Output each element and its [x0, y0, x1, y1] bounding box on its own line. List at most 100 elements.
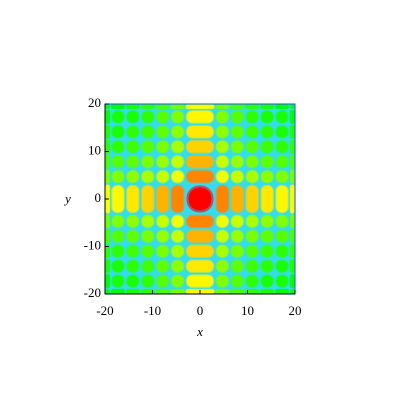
heat-cell — [141, 140, 155, 154]
heat-cell — [230, 229, 245, 244]
heat-cell — [245, 259, 259, 273]
heat-cell — [126, 244, 140, 258]
heat-cell — [155, 104, 170, 110]
heat-cell — [126, 259, 140, 273]
heat-cell — [170, 125, 185, 139]
heat-cell — [170, 184, 185, 214]
heat-cell — [275, 274, 289, 288]
heat-cell — [275, 140, 289, 154]
heat-cell — [289, 244, 295, 259]
y-tick-label: 0 — [95, 190, 102, 205]
heat-cell — [230, 140, 245, 154]
heat-cell — [230, 244, 245, 258]
heat-cell — [289, 273, 295, 289]
heat-cell — [275, 154, 289, 169]
heat-cell — [185, 214, 215, 229]
heat-cell — [170, 169, 185, 184]
heat-cell — [105, 139, 111, 154]
heat-cell — [275, 214, 289, 229]
heat-cell — [126, 125, 140, 139]
heat-cell — [260, 274, 274, 288]
x-tick-label: 20 — [289, 303, 302, 318]
heat-cell — [230, 214, 245, 229]
heat-cell — [289, 109, 295, 125]
heat-cell — [105, 154, 111, 169]
heat-cell — [110, 104, 126, 110]
heat-cell — [111, 110, 125, 124]
heat-cell — [185, 104, 215, 110]
heat-cell — [230, 259, 245, 273]
heat-cell — [289, 288, 295, 294]
heat-cell — [141, 125, 155, 139]
heat-cell — [126, 214, 140, 229]
y-tick-label: -20 — [84, 285, 101, 300]
heat-cell — [245, 104, 260, 110]
heat-cell — [245, 214, 259, 229]
heat-cell — [111, 140, 125, 154]
heat-cell — [259, 288, 275, 294]
heat-cell — [111, 259, 125, 273]
heat-cell — [141, 259, 155, 273]
heat-cell — [141, 169, 155, 184]
y-tick-label: -10 — [84, 237, 101, 252]
heat-cell — [170, 140, 185, 154]
heat-cell — [275, 125, 289, 139]
heat-cell — [105, 169, 111, 184]
x-axis-label: x — [196, 324, 203, 339]
heat-cell — [289, 229, 295, 244]
heat-cell — [170, 288, 185, 294]
heat-cell — [126, 274, 140, 288]
heat-cell — [185, 229, 215, 244]
heat-cell — [155, 288, 170, 294]
heat-cell — [289, 258, 295, 274]
heat-cell — [215, 154, 230, 169]
heat-cell — [215, 288, 230, 294]
heat-cell — [185, 274, 215, 288]
heat-cell — [111, 154, 125, 169]
heat-cell — [275, 259, 289, 273]
heat-cell — [155, 110, 170, 124]
y-tick-label: 10 — [88, 142, 101, 157]
heat-cell — [259, 104, 275, 110]
heat-cell — [260, 214, 274, 229]
heat-cell — [245, 184, 259, 214]
heat-cell — [230, 274, 245, 288]
heat-cell — [105, 214, 111, 229]
heat-cell — [126, 184, 140, 214]
heat-cell — [245, 140, 259, 154]
heat-cell — [245, 229, 259, 244]
heat-cell — [230, 154, 245, 169]
heat-cell — [141, 110, 155, 124]
heat-cell — [140, 288, 155, 294]
heat-cell — [215, 214, 230, 229]
heat-cell — [105, 288, 111, 294]
heat-cell — [289, 104, 295, 110]
heat-cell — [170, 259, 185, 273]
x-tick-label: -10 — [144, 303, 161, 318]
heat-cell — [140, 104, 155, 110]
heat-cell — [155, 169, 170, 184]
heat-cell — [111, 214, 125, 229]
heat-cell — [274, 288, 290, 294]
heat-cell — [230, 110, 245, 124]
heat-cell — [230, 169, 245, 184]
heat-cell — [155, 244, 170, 258]
heat-cell — [170, 244, 185, 258]
heat-cell — [105, 109, 111, 125]
heat-cell — [245, 154, 259, 169]
heat-cell — [126, 140, 140, 154]
heat-cell — [260, 229, 274, 244]
heat-cell — [170, 154, 185, 169]
heat-cell — [245, 288, 260, 294]
heat-cell — [126, 154, 140, 169]
heat-cell — [215, 140, 230, 154]
heat-cell — [155, 154, 170, 169]
heat-cell — [155, 229, 170, 244]
heat-cell — [185, 244, 215, 258]
heat-cell — [141, 229, 155, 244]
heat-cell — [141, 184, 155, 214]
heat-cell — [275, 110, 289, 124]
heat-cell — [126, 110, 140, 124]
heat-cell — [275, 169, 289, 184]
